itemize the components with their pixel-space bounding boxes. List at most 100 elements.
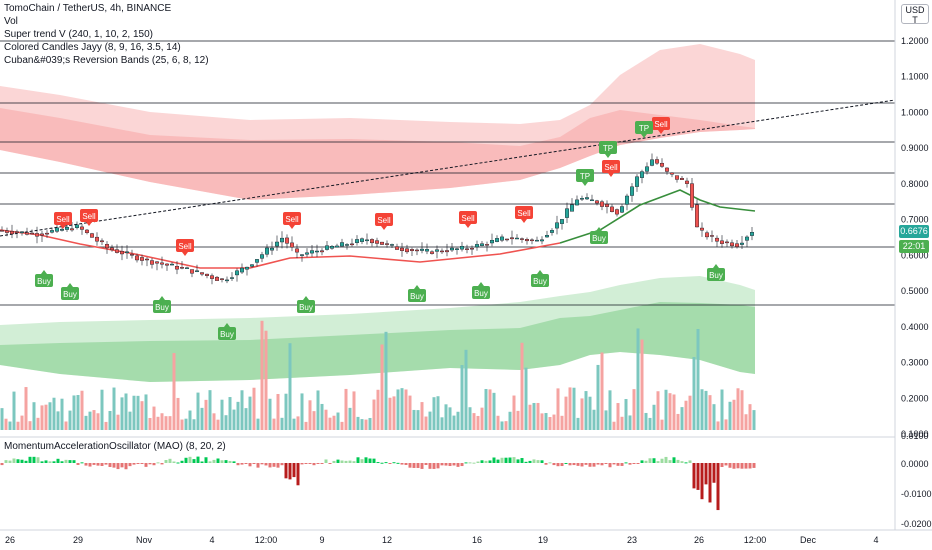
mao-bar [428,463,432,469]
supertrend-down-line [0,229,561,269]
sell-label-text: Sell [82,212,96,221]
candle-body [270,247,275,251]
sell-label-text: Sell [517,209,531,218]
volume-bar [92,410,96,430]
mao-legend[interactable]: MomentumAccelerationOscillator (MAO) (8,… [4,441,226,452]
mao-bar [652,458,656,463]
sell-label[interactable] [515,206,533,219]
candle-body [25,232,30,235]
candle-body [64,226,69,230]
candle-body [675,175,680,180]
mao-bar [228,460,232,463]
price-axis[interactable]: 1.2000 1.1000 1.0000 0.9000 0.8000 0.7000 0.60… [901,36,929,439]
volume-bar [152,406,156,430]
mao-bar [248,463,252,467]
buy-pointer [596,227,602,231]
time-axis-label: 26 [694,535,704,545]
indicator-colored-candles[interactable]: Colored Candles Jayy (8, 9, 16, 3.5, 14) [4,42,181,53]
tp-label[interactable] [599,141,617,154]
sell-label[interactable] [54,212,72,225]
buy-label[interactable] [218,327,236,340]
candle-body [345,244,350,246]
candle-body [390,244,395,246]
candle-body [410,249,415,251]
candle-body [565,208,570,218]
volume-bar [192,419,196,430]
candle-body [730,242,735,247]
buy-label[interactable] [153,300,171,313]
tp-label[interactable] [635,121,653,134]
sell-label[interactable] [80,209,98,222]
mao-bar [364,457,368,463]
volume-bar [120,397,124,430]
mao-bar [408,463,412,468]
candle-body [600,201,605,207]
sell-label[interactable] [176,239,194,252]
volume-bar [44,404,48,430]
volume-bar [408,395,412,430]
time-axis[interactable]: 26 29 Nov 4 12:00 9 12 16 19 23 26 12:00 Dec 4 [5,535,879,545]
buy-label[interactable] [707,268,725,281]
sell-label[interactable] [375,213,393,226]
buy-label[interactable] [472,286,490,299]
buy-label[interactable] [35,274,53,287]
volume-bar [664,389,668,430]
mao-bar [376,462,380,464]
volume-bar [320,403,324,430]
reversion-bands [0,44,755,382]
sell-label[interactable] [283,212,301,225]
mao-bar [612,463,616,465]
volume-bar [8,421,12,430]
volume-bar [476,415,480,430]
buy-label[interactable] [590,231,608,244]
mao-bar [412,463,416,468]
mao-bar [24,460,28,463]
indicator-supertrend[interactable]: Super trend V (240, 1, 10, 2, 150) [4,29,153,40]
volume-bar [276,394,280,430]
price-axis-label: 0.1000 [901,429,929,439]
volume-bar [512,395,516,430]
supertrend-lines [0,189,756,269]
candle-body [585,197,590,200]
symbol-title[interactable]: TomoChain / TetherUS, 4h, BINANCE [4,3,172,14]
mao-bar [32,456,36,463]
volume-bar [688,395,692,430]
indicator-reversion-bands[interactable]: Cuban&#039;s Reversion Bands (25, 6, 8, … [4,55,209,66]
sell-label[interactable] [652,117,670,130]
currency-button[interactable]: USD T [901,4,929,25]
mao-bar [464,462,468,464]
mao-bar [720,463,724,467]
candle-body [244,266,249,270]
buy-label[interactable] [531,274,549,287]
mao-axis[interactable]: 0.0100 0.0000 -0.0100 -0.0200 [901,431,932,529]
mao-bar [92,463,96,465]
candle-body [335,245,340,248]
volume-bar [340,421,344,430]
trend-line[interactable] [0,99,896,237]
volume-bar [104,421,108,430]
mao-bar [400,463,404,465]
volume-bar [388,397,392,430]
candle-body [134,255,139,261]
candle-body [710,235,715,237]
mao-bar [300,463,304,465]
buy-label[interactable] [408,289,426,302]
buy-label[interactable] [61,287,79,300]
tp-label-text: TP [603,144,613,153]
candle-body [645,166,650,172]
candle-body [595,200,600,204]
volume-bar [620,416,624,430]
mao-bar [404,463,408,465]
candle-body [14,231,19,233]
mao-bar [212,459,216,463]
volume-bar [280,417,284,430]
sell-label[interactable] [459,211,477,224]
time-axis-label: 23 [627,535,637,545]
volume-bar [260,320,264,430]
mao-bar [416,463,420,468]
sell-label[interactable] [602,160,620,173]
buy-label[interactable] [297,300,315,313]
indicator-vol[interactable]: Vol [4,16,18,27]
tp-label[interactable] [576,169,594,182]
